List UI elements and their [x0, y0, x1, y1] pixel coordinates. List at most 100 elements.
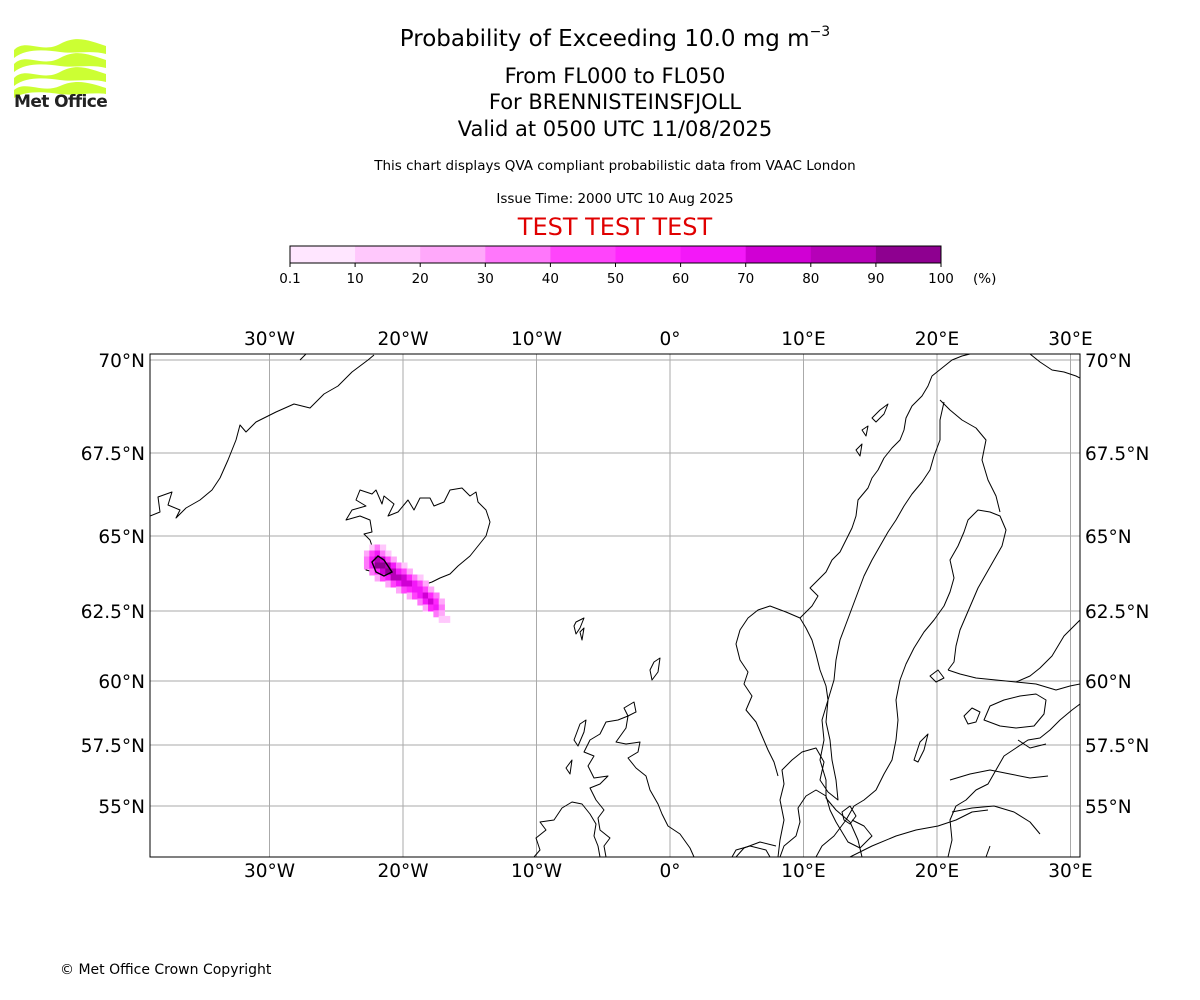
plume-cell — [422, 580, 429, 588]
latitude-label-left: 60°N — [98, 672, 145, 693]
plume-cell — [401, 562, 408, 570]
longitude-label-top: 10°W — [511, 329, 562, 350]
plume-cell — [369, 556, 376, 564]
plume-cell — [401, 568, 408, 576]
valid-time: Valid at 0500 UTC 11/08/2025 — [457, 117, 773, 141]
plume-cell — [422, 604, 429, 612]
finland-border — [939, 399, 1080, 683]
latitude-label-right: 62.5°N — [1085, 602, 1149, 623]
latitude-label-left: 67.5°N — [81, 444, 145, 465]
gotland-island — [913, 733, 929, 763]
longitude-label-top: 10°E — [781, 329, 825, 350]
axis-labels: 30°W 30°W 20°W 20°W 10°W 10°W 0° 0° 10°E 10°E 20°E… — [81, 329, 1150, 882]
plume-cell — [363, 562, 371, 570]
plume-cell — [369, 568, 376, 576]
plume-cell — [406, 580, 413, 588]
plume-cell — [438, 610, 445, 618]
plume-cell — [390, 580, 397, 588]
met-office-logo-icon — [14, 39, 106, 98]
colorbar-tick-label: 100 — [928, 271, 954, 287]
longitude-label-top: 0° — [659, 329, 680, 350]
colorbar-tick-label: 50 — [607, 271, 624, 287]
plume-cell — [385, 568, 392, 576]
plume-cell — [428, 604, 435, 612]
colorbar-tick-label: 60 — [672, 271, 689, 287]
colorbar-segment — [550, 246, 616, 263]
plume-cell — [422, 592, 429, 600]
latitude-label-right: 55°N — [1085, 797, 1132, 818]
plume-cell — [433, 610, 440, 618]
colorbar-segment — [875, 246, 942, 263]
volcano-name: For BRENNISTEINSFJOLL — [488, 90, 742, 114]
faroe-islands — [573, 617, 585, 641]
chart-title-main: Probability of Exceeding 10.0 mg m — [399, 26, 810, 52]
plume-cell — [433, 592, 440, 600]
longitude-label-top: 20°E — [915, 329, 959, 350]
issue-time: Issue Time: 2000 UTC 10 Aug 2025 — [496, 191, 734, 207]
longitude-label-top: 20°W — [377, 329, 428, 350]
plume-cell — [374, 550, 381, 558]
plume-cell — [395, 586, 403, 594]
longitude-label-bottom: 10°E — [781, 861, 825, 882]
plume-cell — [401, 574, 408, 582]
plume-cell — [374, 562, 381, 570]
plume-cell — [363, 556, 371, 564]
plume-cell — [417, 586, 424, 594]
baltic-states-coastline — [947, 703, 1080, 857]
colorbar-segment — [355, 246, 421, 263]
shetland-islands — [649, 657, 661, 681]
finland-coastline — [947, 669, 1080, 691]
colorbar-segment — [810, 246, 877, 263]
colorbar-tick-label: 80 — [802, 271, 819, 287]
latitude-label-left: 65°N — [98, 527, 145, 548]
plume-cell — [369, 550, 376, 558]
longitude-label-bottom: 30°W — [244, 861, 295, 882]
zealand-island — [841, 805, 857, 825]
longitude-label-bottom: 20°E — [915, 861, 959, 882]
aland-islands — [929, 669, 945, 683]
plume-cell — [438, 604, 445, 612]
latitude-label-left: 57.5°N — [81, 736, 145, 757]
subtitle-note: This chart displays QVA compliant probab… — [374, 158, 856, 174]
norway-west-fjords — [735, 605, 801, 777]
latitude-label-left: 62.5°N — [81, 602, 145, 623]
plume-cell — [406, 568, 413, 576]
plume-cell — [385, 556, 392, 564]
longitude-label-bottom: 30°E — [1048, 861, 1092, 882]
orkney-islands — [623, 701, 637, 717]
colorbar-segment — [420, 246, 486, 263]
ireland-coastline — [533, 801, 601, 857]
colorbar-tick-label: 40 — [542, 271, 559, 287]
dutch-coastline — [731, 845, 771, 857]
latitude-label-right: 57.5°N — [1085, 736, 1149, 757]
colorbar: 0.1 10 20 30 40 50 60 70 80 90 100 (%) — [279, 245, 996, 287]
germany-poland-coastline — [735, 809, 989, 857]
plume-cell — [374, 574, 381, 582]
plume-cell — [417, 598, 424, 606]
plume-cell — [390, 556, 397, 564]
great-britain-coastline — [583, 715, 695, 857]
flight-level-range: From FL000 to FL050 — [504, 64, 726, 88]
plume-cell — [363, 550, 371, 558]
lofoten-islands — [855, 403, 889, 457]
plume-cell — [390, 574, 397, 582]
plume-cell — [379, 562, 387, 570]
plume-cell — [412, 580, 419, 588]
baltic-states-borders — [949, 739, 1049, 857]
plume-cell — [417, 592, 424, 600]
plume-cell — [428, 592, 435, 600]
plume-cell — [406, 574, 413, 582]
colorbar-segment — [485, 246, 551, 263]
plume-cell — [374, 568, 381, 576]
latitude-label-right: 60°N — [1085, 672, 1132, 693]
greenland-coastline — [150, 354, 375, 519]
plume-cell — [433, 598, 440, 606]
plume-cell — [422, 598, 429, 606]
plume-cell — [406, 592, 413, 600]
plume-cell — [395, 580, 403, 588]
plume-cell — [438, 615, 445, 623]
chart-title-exponent: −3 — [809, 24, 831, 40]
colorbar-tick-label: 90 — [867, 271, 884, 287]
map-chart: 30°W 30°W 20°W 20°W 10°W 10°W 0° 0° 10°E 10°E 20°E… — [81, 329, 1150, 882]
iceland-coastline — [345, 487, 491, 587]
